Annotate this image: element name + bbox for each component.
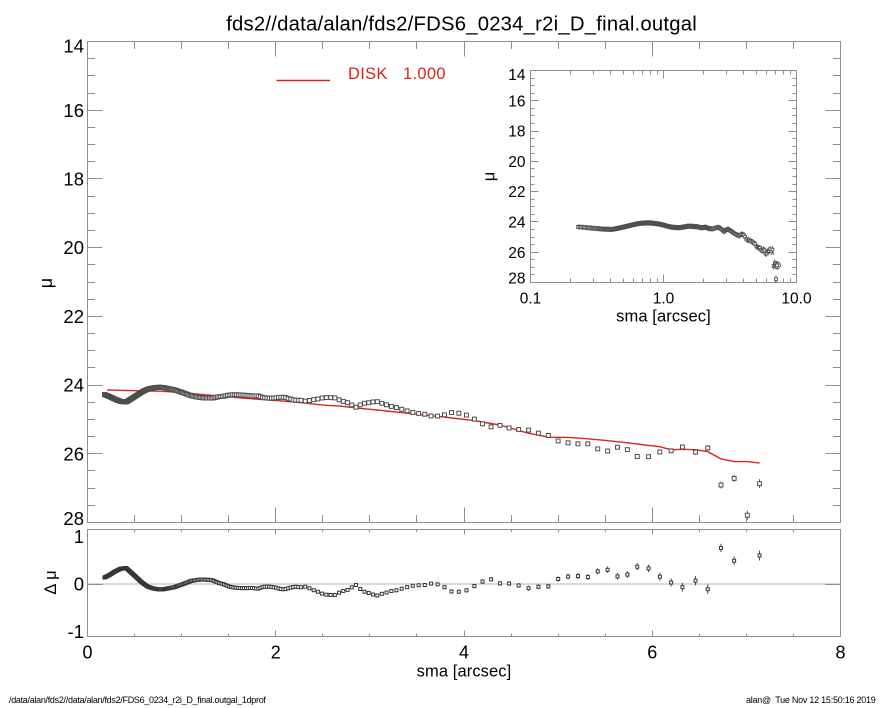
svg-text:sma [arcsec]: sma [arcsec] (417, 662, 512, 680)
svg-text:0: 0 (82, 643, 92, 663)
svg-text:28: 28 (63, 508, 84, 529)
svg-text:22: 22 (63, 306, 84, 327)
svg-text:/data/alan/fds2//data/alan/fds: /data/alan/fds2//data/alan/fds2/FDS6_023… (9, 695, 266, 705)
svg-text:0.1: 0.1 (520, 290, 542, 307)
svg-text:10.0: 10.0 (781, 290, 812, 307)
svg-text:18: 18 (63, 169, 84, 190)
svg-text:24: 24 (63, 375, 84, 396)
svg-text:2: 2 (271, 643, 281, 663)
svg-text:DISK: DISK (348, 65, 388, 83)
svg-text:fds2//data/alan/fds2/FDS6_0234: fds2//data/alan/fds2/FDS6_0234_r2i_D_fin… (226, 14, 697, 36)
svg-text:6: 6 (647, 643, 657, 663)
svg-text:20: 20 (63, 237, 84, 258)
svg-text:4: 4 (459, 643, 469, 663)
svg-text:18: 18 (508, 124, 525, 141)
svg-text:1.000: 1.000 (403, 65, 446, 83)
svg-text:28: 28 (508, 271, 525, 288)
svg-text:1: 1 (74, 526, 84, 547)
svg-text:1.0: 1.0 (653, 290, 675, 307)
svg-text:16: 16 (508, 93, 525, 110)
svg-text:μ: μ (36, 278, 56, 288)
svg-text:24: 24 (508, 215, 526, 232)
svg-text:22: 22 (508, 184, 525, 201)
svg-text:alan@ Tue Nov 12 15:50:16 201: alan@ Tue Nov 12 15:50:16 2019 (746, 695, 876, 705)
svg-text:-1: -1 (68, 621, 84, 642)
svg-text:Δ μ: Δ μ (42, 570, 60, 594)
svg-text:sma [arcsec]: sma [arcsec] (616, 308, 711, 326)
svg-text:26: 26 (63, 443, 84, 464)
svg-text:14: 14 (63, 35, 84, 56)
svg-text:14: 14 (508, 67, 526, 84)
svg-text:μ: μ (481, 172, 499, 182)
svg-text:0: 0 (74, 574, 84, 595)
svg-text:8: 8 (835, 643, 845, 663)
svg-text:16: 16 (63, 100, 84, 121)
svg-text:26: 26 (508, 245, 525, 262)
svg-text:20: 20 (508, 154, 526, 171)
